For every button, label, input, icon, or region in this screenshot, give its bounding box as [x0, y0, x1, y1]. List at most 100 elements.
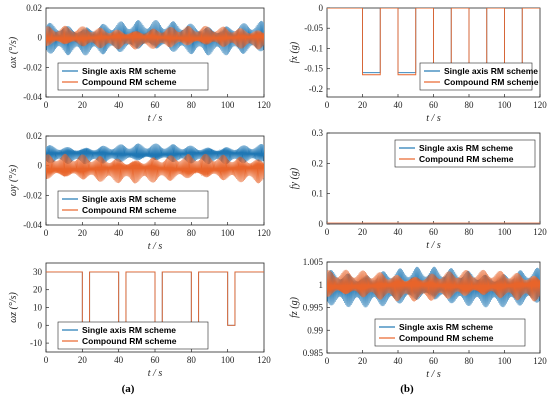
- x-tick-label: 0: [325, 356, 330, 366]
- series-line-1: [46, 143, 264, 165]
- x-tick-label: 40: [114, 228, 124, 238]
- y-tick-label: 0.02: [26, 3, 42, 13]
- y-tick-label: 0.99: [307, 325, 323, 335]
- legend-box: [419, 62, 533, 91]
- x-tick-label: 100: [221, 355, 235, 365]
- legend-box: [57, 190, 209, 219]
- x-tick-label: 40: [394, 100, 404, 110]
- x-axis-label: t / s: [426, 113, 441, 124]
- x-tick-label: 120: [533, 356, 547, 366]
- y-tick-label: -0.04: [23, 92, 42, 102]
- x-tick-label: 100: [498, 356, 512, 366]
- panel-label-b: (b): [400, 383, 414, 395]
- x-axis-label: t / s: [148, 113, 163, 124]
- legend-box: [57, 321, 209, 350]
- x-tick-label: 40: [114, 355, 124, 365]
- legend-label-1: Single axis RM scheme: [419, 143, 513, 153]
- x-tick-label: 20: [78, 355, 88, 365]
- y-axis-label: fy (g): [289, 167, 300, 189]
- legend-label-1: Single axis RM scheme: [399, 322, 493, 332]
- y-tick-label: -0.02: [23, 190, 42, 200]
- x-axis-label: t / s: [426, 369, 441, 380]
- legend-label-2: Compound RM scheme: [82, 77, 177, 87]
- series-line-2: [46, 25, 264, 50]
- y-tick-label: 0.02: [26, 131, 42, 141]
- legend-box: [394, 139, 536, 168]
- x-tick-label: 20: [78, 228, 88, 238]
- x-tick-label: 120: [533, 100, 547, 110]
- chart-panel-2: 0 20 40 60 80 100 120 -0.2 -0.15 -0.1 -0.05 0 t / s f…: [289, 3, 547, 124]
- x-tick-label: 80: [465, 356, 475, 366]
- y-tick-label: 1.005: [303, 257, 324, 267]
- series-line-2: [327, 269, 540, 302]
- x-tick-label: 120: [257, 228, 271, 238]
- x-tick-label: 100: [221, 228, 235, 238]
- x-tick-label: 20: [358, 356, 368, 366]
- y-tick-label: -0.1: [309, 43, 323, 53]
- legend-box: [57, 62, 209, 91]
- legend-label-2: Compound RM scheme: [82, 336, 177, 346]
- panel-label-a: (a): [122, 383, 135, 395]
- y-tick-label: -0.04: [23, 220, 42, 230]
- x-tick-label: 120: [533, 227, 547, 237]
- chart-panel-6: 0 20 40 60 80 100 120 0.985 0.99 0.995 1 1.005 t / s…: [289, 257, 547, 380]
- y-axis-label: ωy (°/s): [8, 164, 19, 196]
- y-tick-label: 20: [33, 285, 43, 295]
- legend-label-2: Compound RM scheme: [82, 205, 177, 215]
- y-tick-label: 0: [319, 3, 324, 13]
- chart-panel-3: 0 20 40 60 80 100 120 -0.04 -0.02 0 0.02 t / s ωy (°…: [8, 131, 271, 252]
- y-tick-label: 0.1: [312, 189, 323, 199]
- x-tick-label: 60: [429, 227, 439, 237]
- x-tick-label: 20: [358, 100, 368, 110]
- x-tick-label: 40: [394, 356, 404, 366]
- x-tick-label: 0: [325, 227, 330, 237]
- x-tick-label: 120: [257, 100, 271, 110]
- x-tick-label: 100: [498, 100, 512, 110]
- x-tick-label: 60: [151, 100, 161, 110]
- y-tick-label: 0.2: [312, 158, 323, 168]
- x-tick-label: 0: [325, 100, 330, 110]
- x-tick-label: 60: [429, 356, 439, 366]
- y-tick-label: -0.05: [304, 23, 323, 33]
- x-tick-label: 20: [358, 227, 368, 237]
- y-tick-label: 0: [38, 320, 43, 330]
- x-axis-label: t / s: [426, 240, 441, 251]
- y-tick-label: -10: [30, 338, 42, 348]
- legend-box: [374, 318, 526, 347]
- legend-label-1: Single axis RM scheme: [444, 66, 538, 76]
- x-tick-label: 40: [394, 227, 404, 237]
- x-tick-label: 0: [44, 100, 49, 110]
- chart-panel-4: 0 20 40 60 80 100 120 0 0.1 0.2 0.3 t / s fy (g) Sing…: [289, 128, 547, 251]
- x-tick-label: 20: [78, 100, 88, 110]
- x-tick-label: 100: [498, 227, 512, 237]
- chart-panel-1: 0 20 40 60 80 100 120 -0.04 -0.02 0 0.02 t / s ωx (°…: [8, 3, 271, 124]
- x-tick-label: 60: [151, 228, 161, 238]
- legend-label-1: Single axis RM scheme: [82, 325, 176, 335]
- y-tick-label: 30: [33, 267, 43, 277]
- x-tick-label: 0: [44, 355, 49, 365]
- y-axis-label: ωz (°/s): [8, 291, 19, 322]
- y-tick-label: -0.02: [23, 62, 42, 72]
- y-tick-label: 0: [319, 219, 324, 229]
- y-tick-label: 1: [319, 280, 324, 290]
- x-axis-label: t / s: [148, 368, 163, 379]
- x-tick-label: 100: [221, 100, 235, 110]
- y-tick-label: -0.2: [309, 84, 323, 94]
- y-tick-label: 0.985: [303, 348, 324, 358]
- y-axis-label: fx (g): [289, 41, 300, 63]
- y-tick-label: 10: [33, 303, 43, 313]
- x-tick-label: 80: [187, 100, 197, 110]
- x-tick-label: 80: [465, 227, 475, 237]
- y-tick-label: 0.995: [303, 303, 324, 313]
- x-tick-label: 80: [465, 100, 475, 110]
- y-axis-label: fz (g): [289, 296, 300, 318]
- y-tick-label: 0.3: [312, 128, 324, 138]
- x-tick-label: 80: [187, 355, 197, 365]
